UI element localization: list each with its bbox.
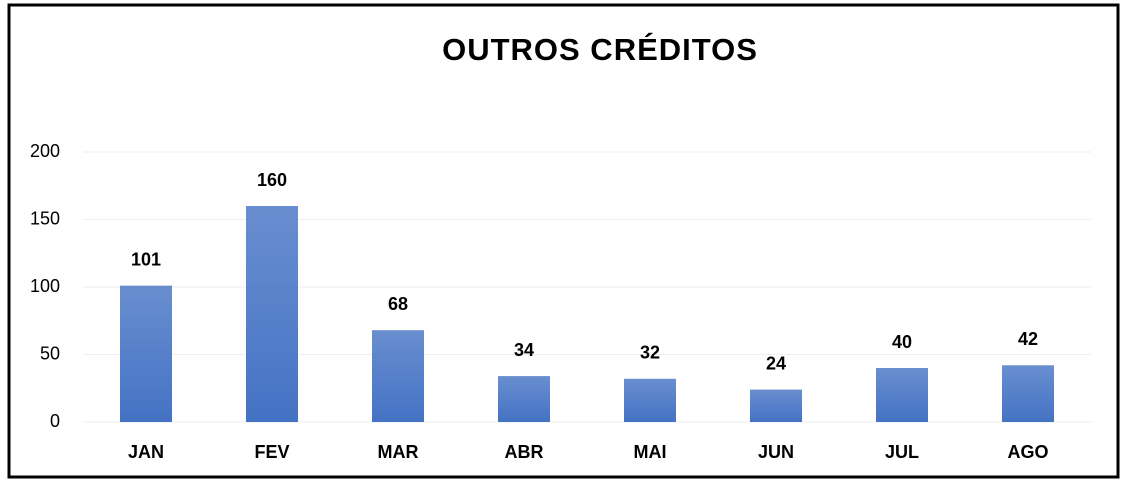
data-label: 42 (1018, 329, 1038, 349)
bar (1002, 365, 1054, 422)
y-tick-label: 100 (30, 276, 60, 296)
x-tick-label: AGO (1007, 442, 1048, 462)
data-label: 68 (388, 294, 408, 314)
x-tick-label: MAR (378, 442, 419, 462)
x-tick-label: JUN (758, 442, 794, 462)
bar (372, 330, 424, 422)
y-tick-label: 150 (30, 208, 60, 228)
bar (498, 376, 550, 422)
bar (120, 285, 172, 422)
data-label: 24 (766, 353, 786, 373)
x-tick-label: JAN (128, 442, 164, 462)
x-tick-label: FEV (254, 442, 289, 462)
bar (246, 206, 298, 422)
data-label: 160 (257, 170, 287, 190)
data-label: 40 (892, 332, 912, 352)
data-label: 34 (514, 340, 534, 360)
data-label: 32 (640, 343, 660, 363)
data-label: 101 (131, 249, 161, 269)
y-tick-label: 0 (50, 411, 60, 431)
x-tick-label: JUL (885, 442, 919, 462)
x-tick-label: MAI (634, 442, 667, 462)
chart-title: OUTROS CRÉDITOS (442, 32, 758, 67)
bar (624, 378, 676, 422)
bar (876, 368, 928, 422)
y-tick-label: 200 (30, 141, 60, 161)
bar (750, 389, 802, 422)
x-tick-label: ABR (505, 442, 544, 462)
y-tick-label: 50 (40, 343, 60, 363)
chart-border (7, 3, 1120, 479)
